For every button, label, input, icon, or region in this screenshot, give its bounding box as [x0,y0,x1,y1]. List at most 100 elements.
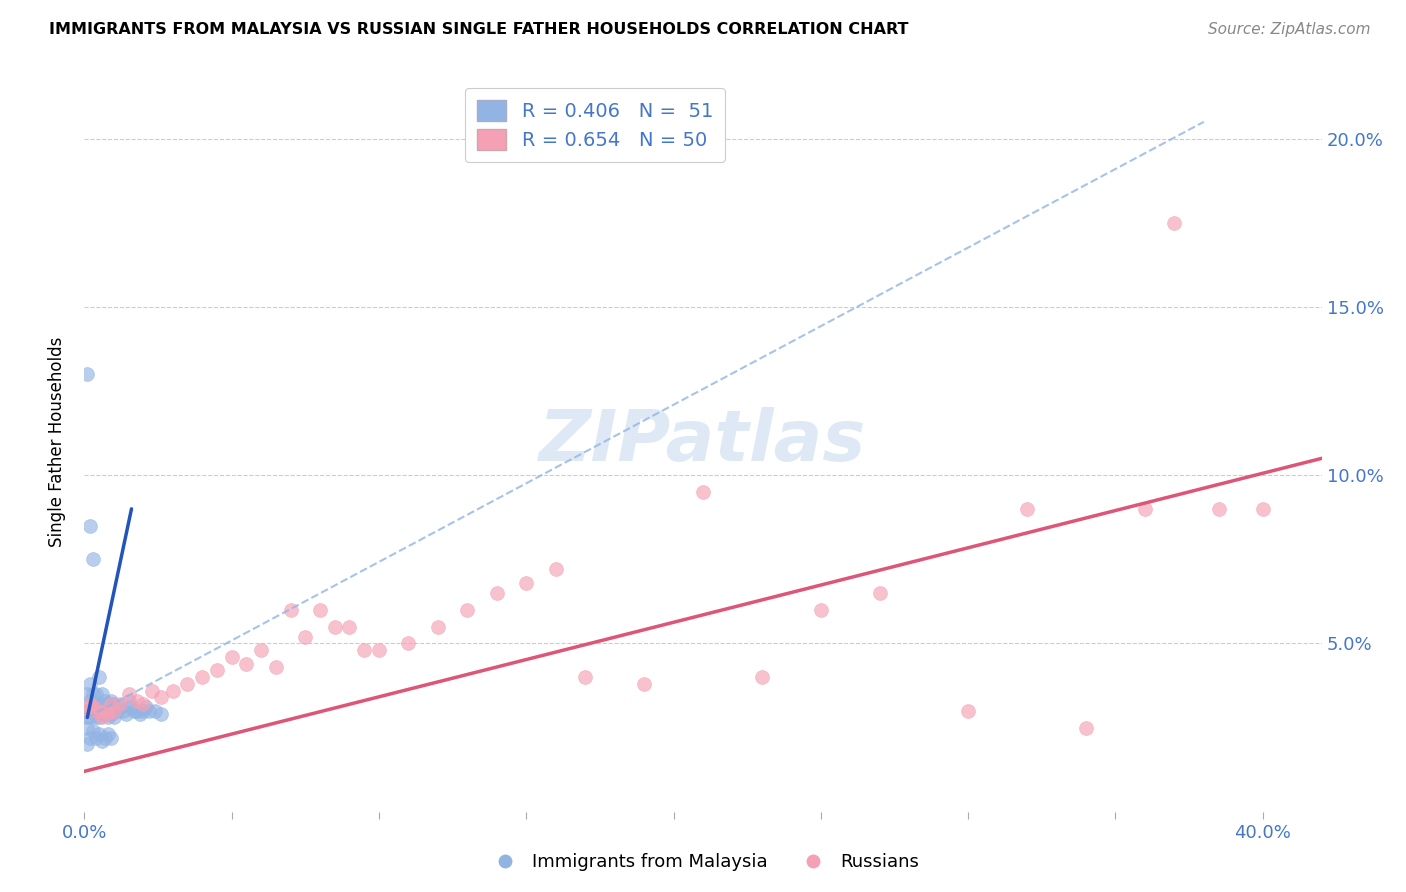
Point [132,697,155,711]
Point [76,738,98,752]
Point [103,710,125,724]
Point [87,710,110,724]
Y-axis label: Single Father Households: Single Father Households [48,336,66,547]
Point [124,704,146,718]
Point [117,687,139,701]
Point [100,707,122,722]
Point [76,704,98,718]
Point [79,694,101,708]
Point [79,677,101,691]
Legend: Immigrants from Malaysia, Russians: Immigrants from Malaysia, Russians [479,847,927,879]
Point [84,710,107,724]
Point [235,657,257,671]
Point [751,670,773,684]
Point [132,704,155,718]
Point [111,704,134,718]
Point [82,700,104,714]
Point [426,619,449,633]
Point [368,643,391,657]
Point [108,697,131,711]
Point [79,697,101,711]
Point [135,700,157,714]
Point [91,687,114,701]
Point [87,670,110,684]
Point [79,731,101,745]
Point [91,704,114,718]
Point [94,707,117,722]
Point [1133,501,1156,516]
Point [1251,501,1274,516]
Point [149,690,172,705]
Point [100,731,122,745]
Point [76,721,98,735]
Point [114,707,136,722]
Point [138,704,160,718]
Point [79,710,101,724]
Point [84,687,107,701]
Point [692,485,714,500]
Point [810,603,832,617]
Point [76,368,98,382]
Point [309,603,332,617]
Point [94,694,117,708]
Point [143,704,166,718]
Point [94,704,117,718]
Point [84,704,107,718]
Point [91,710,114,724]
Point [149,707,172,722]
Point [121,700,143,714]
Point [1015,501,1038,516]
Text: IMMIGRANTS FROM MALAYSIA VS RUSSIAN SINGLE FATHER HOUSEHOLDS CORRELATION CHART: IMMIGRANTS FROM MALAYSIA VS RUSSIAN SING… [49,22,908,37]
Point [191,670,214,684]
Point [76,710,98,724]
Point [91,734,114,748]
Point [323,619,346,633]
Point [264,660,287,674]
Point [544,562,567,576]
Point [103,704,125,718]
Point [127,704,149,718]
Point [339,619,361,633]
Point [162,683,184,698]
Point [108,700,131,714]
Point [485,586,508,600]
Point [396,636,419,650]
Point [76,704,98,718]
Point [79,518,101,533]
Point [574,670,596,684]
Point [1074,721,1097,735]
Point [82,552,104,566]
Point [176,677,198,691]
Point [100,697,122,711]
Point [105,704,128,718]
Point [84,700,107,714]
Point [205,664,228,678]
Point [1163,216,1185,230]
Point [103,697,125,711]
Point [82,687,104,701]
Point [129,707,152,722]
Point [127,694,149,708]
Point [87,727,110,741]
Point [633,677,655,691]
Point [294,630,316,644]
Point [869,586,891,600]
Point [221,649,243,664]
Text: Source: ZipAtlas.com: Source: ZipAtlas.com [1208,22,1371,37]
Point [87,704,110,718]
Point [456,603,478,617]
Point [117,694,139,708]
Point [957,704,980,718]
Legend: R = 0.406   N =  51, R = 0.654   N = 50: R = 0.406 N = 51, R = 0.654 N = 50 [465,88,724,162]
Point [250,643,273,657]
Point [515,575,537,590]
Point [97,727,120,741]
Point [82,704,104,718]
Point [97,707,120,722]
Text: ZIPatlas: ZIPatlas [540,407,866,476]
Point [76,687,98,701]
Point [100,694,122,708]
Point [82,723,104,738]
Point [1208,501,1230,516]
Point [84,731,107,745]
